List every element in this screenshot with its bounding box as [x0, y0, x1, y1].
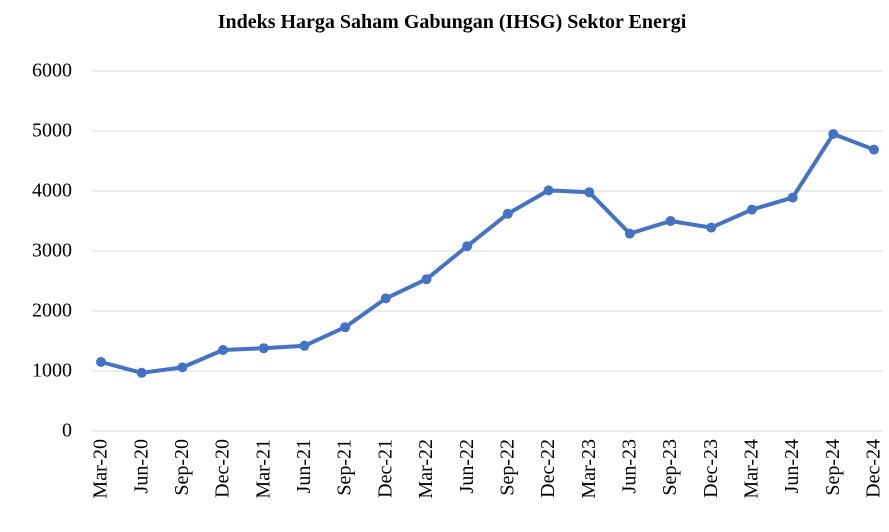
y-tick-label: 2000 [32, 300, 72, 322]
data-point [584, 187, 595, 198]
x-tick-label: Mar-20 [90, 439, 112, 499]
x-tick-label: Dec-24 [863, 439, 885, 498]
data-point [828, 129, 839, 139]
x-tick-label: Dec-22 [537, 439, 559, 498]
x-tick-label: Mar-22 [415, 439, 437, 499]
y-tick-label: 3000 [32, 240, 72, 262]
x-tick-label: Jun-21 [293, 439, 315, 493]
x-tick-label: Sep-23 [659, 439, 681, 496]
data-point [340, 322, 351, 333]
x-tick-label: Sep-24 [822, 439, 844, 496]
data-point [96, 357, 106, 367]
x-tick-label: Jun-20 [130, 439, 152, 493]
data-point [421, 274, 432, 285]
x-tick-label: Sep-22 [496, 439, 518, 496]
x-tick-label: Sep-20 [171, 439, 193, 496]
x-tick-label: Mar-21 [252, 439, 274, 499]
data-point [380, 293, 391, 304]
x-tick-label: Jun-24 [781, 439, 803, 493]
data-point [706, 222, 717, 233]
data-point [787, 192, 798, 203]
y-tick-label: 4000 [32, 180, 72, 202]
data-point [218, 345, 229, 355]
x-tick-label: Jun-22 [456, 439, 478, 493]
chart-title: Indeks Harga Saham Gabungan (IHSG) Sekto… [218, 11, 687, 33]
data-point [624, 228, 635, 239]
x-tick-label: Mar-23 [578, 439, 600, 499]
data-point [746, 204, 757, 215]
y-tick-label: 1000 [32, 360, 72, 382]
y-tick-label: 5000 [32, 120, 72, 142]
y-tick-label: 6000 [32, 60, 72, 82]
series-line [100, 132, 875, 375]
x-tick-label: Dec-20 [212, 439, 234, 498]
data-point [543, 185, 554, 196]
x-tick-label: Mar-24 [741, 439, 763, 499]
data-point [258, 343, 269, 354]
x-tick-label: Dec-21 [374, 439, 396, 498]
data-point [177, 362, 188, 373]
x-tick-label: Dec-23 [700, 439, 722, 498]
data-point [665, 216, 676, 226]
x-tick-label: Jun-23 [618, 439, 640, 493]
data-point [299, 340, 310, 351]
data-point [136, 367, 147, 378]
data-point [502, 208, 513, 219]
y-tick-label: 0 [62, 420, 72, 442]
data-point [462, 241, 473, 252]
data-point [869, 144, 879, 155]
x-tick-label: Sep-21 [334, 439, 356, 496]
